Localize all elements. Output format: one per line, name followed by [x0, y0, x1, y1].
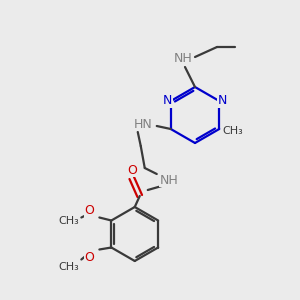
Text: NH: NH	[174, 52, 192, 65]
Text: O: O	[84, 251, 94, 264]
Text: NH: NH	[159, 173, 178, 187]
Text: N: N	[218, 94, 227, 107]
Text: CH₃: CH₃	[223, 126, 244, 136]
Text: CH₃: CH₃	[58, 215, 79, 226]
Text: O: O	[127, 164, 137, 176]
Text: N: N	[163, 94, 172, 107]
Text: O: O	[84, 204, 94, 217]
Text: HN: HN	[134, 118, 152, 130]
Text: CH₃: CH₃	[58, 262, 79, 272]
